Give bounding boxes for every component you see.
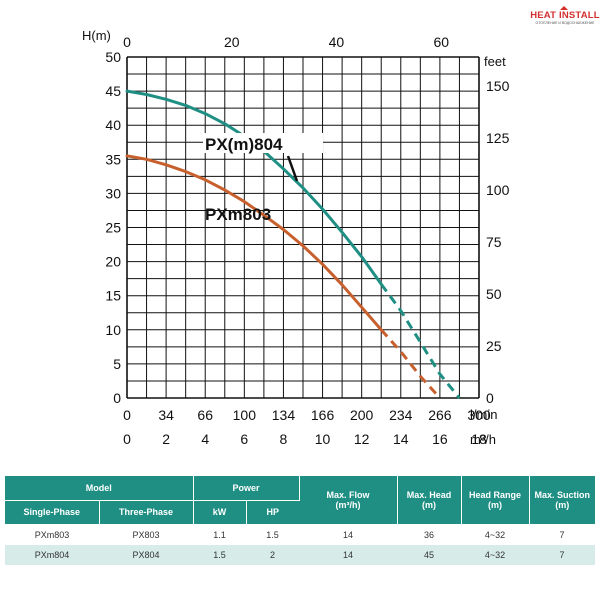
m3h-tick-label: 14 — [393, 431, 409, 447]
table-row: PXm804 PX804 1.5 2 14 45 4~32 7 — [5, 544, 596, 565]
left-tick-label: 25 — [105, 220, 121, 236]
m3h-tick-label: 0 — [123, 431, 131, 447]
cell-max-suction: 7 — [529, 544, 596, 565]
cell-single-phase: PXm804 — [5, 544, 99, 565]
left-tick-label: 0 — [113, 390, 121, 406]
series-label-px804: PX(m)804 — [205, 135, 283, 154]
left-tick-label: 45 — [105, 83, 121, 99]
header-max-flow: Max. Flow (m³/h) — [299, 476, 398, 525]
m3h-tick-label: 8 — [280, 431, 288, 447]
lpm-tick-label: 100 — [233, 407, 257, 423]
series-line-dashed — [380, 328, 442, 400]
left-tick-label: 40 — [105, 117, 121, 133]
left-tick-label: 20 — [105, 254, 121, 270]
cell-hp: 2 — [246, 544, 300, 565]
cell-max-head: 45 — [397, 544, 462, 565]
right-tick-label: 150 — [486, 78, 510, 94]
header-max-head: Max. Head (m) — [397, 476, 462, 525]
header-power: Power — [193, 476, 300, 501]
left-tick-label: 50 — [105, 49, 121, 65]
series-line-dashed — [379, 283, 461, 399]
right-tick-label: 0 — [486, 390, 494, 406]
spec-table: Model Power Max. Flow (m³/h) Max. Head (m)… — [5, 476, 596, 565]
right-axis-label: feet — [484, 54, 506, 69]
cell-hp: 1.5 — [246, 524, 300, 545]
header-max-suction: Max. Suction (m) — [529, 476, 596, 525]
right-tick-label: 50 — [486, 286, 502, 302]
lpm-tick-label: 34 — [158, 407, 174, 423]
y-axis-label: H(m) — [82, 28, 111, 43]
cell-three-phase: PX803 — [99, 524, 193, 545]
series-line-solid — [125, 89, 383, 286]
lpm-tick-label: 66 — [197, 407, 213, 423]
right-tick-label: 25 — [486, 338, 502, 354]
series-label-pointer — [286, 155, 299, 182]
m3h-tick-label: 4 — [201, 431, 209, 447]
m3h-tick-label: 6 — [240, 431, 248, 447]
table-row: PXm803 PX803 1.1 1.5 14 36 4~32 7 — [5, 524, 596, 545]
right-tick-label: 125 — [486, 130, 510, 146]
brand-name: HEAT INSTALL — [530, 10, 600, 21]
cell-kw: 1.1 — [193, 524, 246, 545]
header-model: Model — [5, 476, 194, 501]
series-label-pxm803: PXm803 — [205, 205, 271, 224]
lpm-tick-label: 266 — [428, 407, 452, 423]
m3h-tick-label: 10 — [315, 431, 331, 447]
lpm-tick-label: 234 — [389, 407, 413, 423]
left-tick-label: 10 — [105, 322, 121, 338]
left-tick-label: 15 — [105, 288, 121, 304]
right-tick-label: 75 — [486, 234, 502, 250]
m3h-tick-label: 2 — [162, 431, 170, 447]
lpm-tick-label: 166 — [311, 407, 335, 423]
header-hp: HP — [246, 500, 300, 525]
right-tick-label: 100 — [486, 182, 510, 198]
lpm-tick-label: 300 — [467, 407, 491, 423]
cell-head-range: 4~32 — [461, 524, 530, 545]
m3h-axis-label: m³/h — [470, 432, 496, 447]
series-label-backdrop — [203, 133, 323, 153]
cell-max-flow: 14 — [299, 524, 398, 545]
cell-single-phase: PXm803 — [5, 524, 99, 545]
m3h-tick-label: 12 — [354, 431, 370, 447]
cell-kw: 1.5 — [193, 544, 246, 565]
cell-max-flow: 14 — [299, 544, 398, 565]
header-kw: kW — [193, 500, 247, 525]
m3h-tick-label: 16 — [432, 431, 448, 447]
house-icon — [560, 6, 568, 10]
top-tick-label: 20 — [224, 34, 240, 50]
header-head-range: Head Range (m) — [461, 476, 530, 525]
m3h-tick-label: 18 — [471, 431, 487, 447]
cell-max-head: 36 — [397, 524, 462, 545]
header-single-phase: Single-Phase — [5, 500, 100, 525]
top-tick-label: 0 — [123, 34, 131, 50]
brand-logo: HEAT INSTALL ОТОПЛЕНИЕ И ВОДОСНАБЖЕНИЕ — [530, 6, 600, 25]
left-tick-label: 5 — [113, 356, 121, 372]
top-tick-label: 40 — [329, 34, 345, 50]
left-tick-label: 35 — [105, 151, 121, 167]
lpm-tick-label: 134 — [272, 407, 296, 423]
top-tick-label: 60 — [433, 34, 449, 50]
lpm-tick-label: 0 — [123, 407, 131, 423]
cell-max-suction: 7 — [529, 524, 596, 545]
left-tick-label: 30 — [105, 185, 121, 201]
series-line-solid — [125, 154, 383, 332]
header-three-phase: Three-Phase — [99, 500, 194, 525]
brand-tagline: ОТОПЛЕНИЕ И ВОДОСНАБЖЕНИЕ — [535, 21, 595, 25]
cell-head-range: 4~32 — [461, 544, 530, 565]
lpm-axis-label: l/min — [470, 407, 497, 422]
grid — [126, 56, 480, 399]
lpm-tick-label: 200 — [350, 407, 374, 423]
cell-three-phase: PX804 — [99, 544, 193, 565]
